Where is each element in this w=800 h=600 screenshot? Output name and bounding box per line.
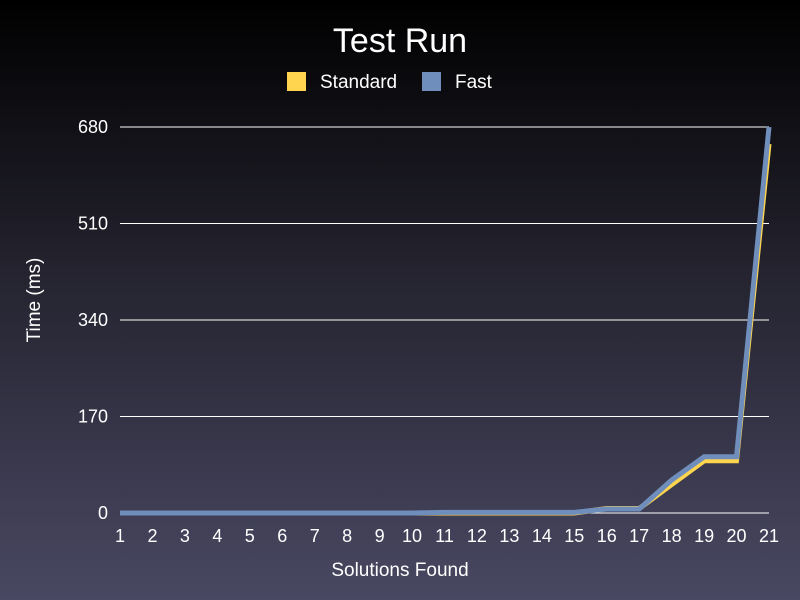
x-tick-label: 17 [629,526,649,546]
x-tick-label: 14 [532,526,552,546]
x-tick-label: 19 [694,526,714,546]
x-tick-label: 5 [245,526,255,546]
legend-swatch-standard [287,72,306,91]
x-tick-label: 7 [310,526,320,546]
x-tick-label: 3 [180,526,190,546]
x-tick-label: 20 [727,526,747,546]
legend: Standard Fast [287,72,493,93]
x-tick-label: 21 [759,526,779,546]
x-tick-label: 15 [564,526,584,546]
x-tick-label: 2 [147,526,157,546]
legend-label-fast: Fast [455,72,493,93]
y-tick-label: 510 [78,214,108,234]
x-tick-label: 4 [212,526,222,546]
y-tick-label: 170 [78,407,108,427]
x-tick-label: 18 [662,526,682,546]
legend-label-standard: Standard [320,72,397,93]
x-tick-label: 8 [342,526,352,546]
x-tick-label: 10 [402,526,422,546]
y-tick-label: 680 [78,117,108,137]
x-tick-label: 13 [499,526,519,546]
y-tick-labels: 0 170 340 510 680 [78,117,108,523]
x-tick-label: 12 [467,526,487,546]
y-axis-label: Time (ms) [24,258,45,343]
series-line-fast [120,126,772,516]
x-tick-label: 1 [115,526,125,546]
series-lines [120,126,772,516]
y-tick-label: 0 [98,503,108,523]
series-line-standard [120,143,772,516]
x-tick-label: 11 [435,526,454,546]
x-tick-label: 6 [277,526,287,546]
x-tick-label: 9 [375,526,385,546]
y-tick-label: 340 [78,310,108,330]
legend-swatch-fast [422,72,441,91]
chart-title: Test Run [333,22,467,60]
x-tick-label: 16 [597,526,617,546]
gridlines [120,126,769,514]
x-axis-label: Solutions Found [331,560,468,581]
x-tick-labels: 1 2 3 4 5 6 7 8 9 10 11 12 13 14 15 16 17 18 19 20 21 [115,526,779,546]
